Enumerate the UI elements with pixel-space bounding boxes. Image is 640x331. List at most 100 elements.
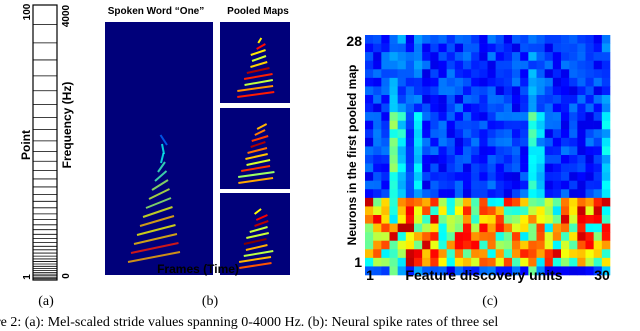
- heat-cell: [479, 197, 488, 207]
- heat-cell: [544, 155, 554, 164]
- heat-cell: [487, 112, 496, 122]
- heat-cell: [463, 240, 472, 250]
- heat-cell: [552, 129, 562, 139]
- heat-cell: [373, 60, 382, 70]
- heat-cell: [520, 43, 529, 53]
- heat-cell: [463, 172, 472, 182]
- harmonic: [245, 153, 268, 160]
- heat-cell: [536, 35, 545, 44]
- heat-cell: [601, 52, 611, 62]
- heat-cell: [585, 240, 594, 250]
- heat-cell: [405, 266, 415, 276]
- heat-cell: [503, 180, 513, 190]
- heat-cell: [397, 95, 407, 104]
- heat-cell: [454, 189, 464, 199]
- heat-cell: [365, 86, 374, 96]
- heat-cell: [471, 35, 480, 44]
- heat-cell: [454, 240, 464, 250]
- heat-cell: [528, 103, 537, 113]
- heat-cell: [454, 249, 464, 259]
- heat-cell: [536, 215, 545, 224]
- heat-cell: [495, 35, 505, 44]
- heat-cell: [520, 172, 529, 182]
- harmonic: [249, 226, 268, 233]
- heat-cell: [365, 146, 374, 156]
- heat-cell: [601, 163, 611, 173]
- heat-cell: [544, 257, 554, 267]
- pooled-detail: [237, 37, 275, 269]
- heat-cell: [585, 69, 594, 79]
- heat-cell: [520, 35, 529, 44]
- heat-cell: [569, 52, 578, 62]
- heat-cell: [389, 52, 398, 62]
- heat-cell: [561, 120, 570, 130]
- heat-cell: [569, 146, 578, 156]
- heat-cell: [528, 69, 537, 79]
- heat-cell: [528, 120, 537, 130]
- heat-cell: [405, 240, 415, 250]
- heat-cell: [601, 172, 611, 182]
- heat-cell: [528, 189, 537, 199]
- heat-cell: [373, 232, 382, 242]
- heat-cell: [389, 257, 398, 267]
- heat-cell: [585, 163, 594, 173]
- heat-cell: [536, 232, 545, 242]
- heat-cell: [373, 112, 382, 122]
- heat-cell: [552, 215, 562, 224]
- heat-cell: [512, 266, 521, 276]
- heat-cell: [585, 257, 594, 267]
- heat-cell: [381, 77, 390, 87]
- heat-cell: [487, 266, 496, 276]
- heat-cell: [569, 215, 578, 224]
- heat-cell: [471, 43, 480, 53]
- heat-cell: [593, 86, 603, 96]
- heat-cell: [397, 223, 407, 233]
- heat-cell: [593, 266, 603, 276]
- heat-cell: [503, 206, 513, 216]
- heat-cell: [463, 197, 472, 207]
- heat-cell: [528, 249, 537, 259]
- heat-cell: [414, 172, 423, 182]
- heat-cell: [520, 240, 529, 250]
- heat-cell: [454, 206, 464, 216]
- heat-cell: [422, 129, 431, 139]
- heat-cell: [446, 86, 456, 96]
- heat-cell: [405, 95, 415, 104]
- heat-cell: [503, 257, 513, 267]
- heat-cell: [503, 69, 513, 79]
- heat-cell: [552, 95, 562, 104]
- heat-cell: [438, 43, 447, 53]
- heat-cell: [601, 60, 611, 70]
- heat-cell: [381, 43, 390, 53]
- heat-cell: [422, 137, 431, 147]
- heat-cell: [446, 52, 456, 62]
- harmonic: [145, 197, 172, 209]
- heat-cell: [593, 180, 603, 190]
- heat-cell: [569, 197, 578, 207]
- heat-cell: [365, 215, 374, 224]
- heat-cell: [479, 86, 488, 96]
- heat-cell: [601, 180, 611, 190]
- heat-cell: [389, 77, 398, 87]
- heat-cell: [414, 206, 423, 216]
- heat-cell: [430, 112, 439, 122]
- heat-cell: [601, 86, 611, 96]
- heat-cell: [495, 232, 505, 242]
- heat-cell: [552, 137, 562, 147]
- heat-cell: [389, 129, 398, 139]
- heat-cell: [536, 163, 545, 173]
- heat-cell: [454, 129, 464, 139]
- heat-cell: [446, 223, 456, 233]
- heat-cell: [561, 137, 570, 147]
- heat-cell: [520, 215, 529, 224]
- heat-cell: [365, 69, 374, 79]
- heat-cell: [495, 240, 505, 250]
- heat-cell: [520, 129, 529, 139]
- heat-cell: [365, 60, 374, 70]
- heat-cell: [495, 180, 505, 190]
- heat-cell: [438, 120, 447, 130]
- heat-cell: [536, 43, 545, 53]
- heat-cell: [561, 266, 570, 276]
- heat-cell: [552, 77, 562, 87]
- harmonic: [244, 79, 274, 86]
